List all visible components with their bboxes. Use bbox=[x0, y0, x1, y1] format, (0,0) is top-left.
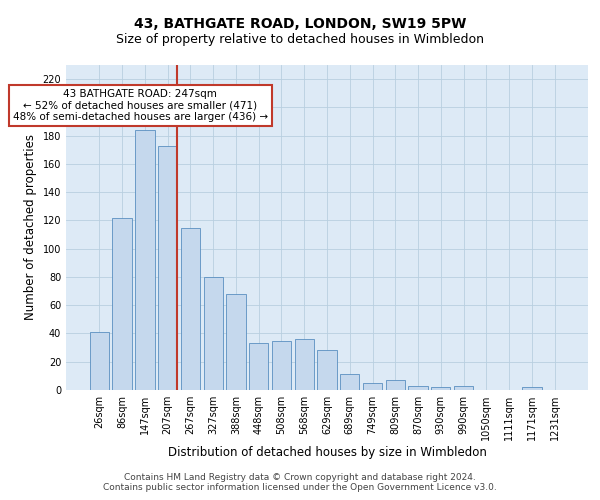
Bar bbox=[363, 383, 382, 390]
Bar bbox=[181, 228, 200, 390]
Bar bbox=[272, 340, 291, 390]
Bar bbox=[90, 332, 109, 390]
Bar bbox=[431, 387, 451, 390]
Text: Contains HM Land Registry data © Crown copyright and database right 2024.
Contai: Contains HM Land Registry data © Crown c… bbox=[103, 473, 497, 492]
Text: 43, BATHGATE ROAD, LONDON, SW19 5PW: 43, BATHGATE ROAD, LONDON, SW19 5PW bbox=[134, 18, 466, 32]
X-axis label: Distribution of detached houses by size in Wimbledon: Distribution of detached houses by size … bbox=[167, 446, 487, 459]
Bar bbox=[226, 294, 245, 390]
Bar bbox=[386, 380, 405, 390]
Bar bbox=[340, 374, 359, 390]
Bar bbox=[249, 344, 268, 390]
Bar bbox=[454, 386, 473, 390]
Bar bbox=[409, 386, 428, 390]
Y-axis label: Number of detached properties: Number of detached properties bbox=[24, 134, 37, 320]
Bar bbox=[295, 339, 314, 390]
Bar bbox=[203, 277, 223, 390]
Bar bbox=[135, 130, 155, 390]
Bar bbox=[317, 350, 337, 390]
Text: 43 BATHGATE ROAD: 247sqm
← 52% of detached houses are smaller (471)
48% of semi-: 43 BATHGATE ROAD: 247sqm ← 52% of detach… bbox=[13, 89, 268, 122]
Bar bbox=[522, 387, 542, 390]
Bar bbox=[158, 146, 178, 390]
Text: Size of property relative to detached houses in Wimbledon: Size of property relative to detached ho… bbox=[116, 32, 484, 46]
Bar bbox=[112, 218, 132, 390]
